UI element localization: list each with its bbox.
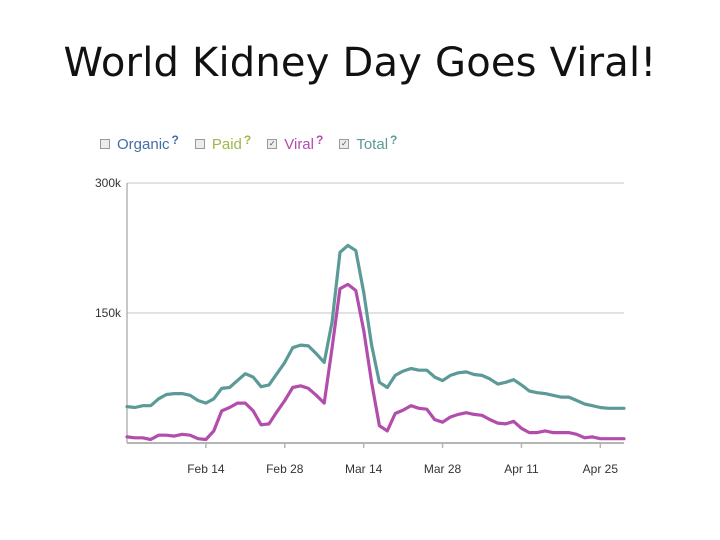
- legend-label-total: Total: [356, 135, 389, 153]
- x-tick-label: Feb 14: [187, 462, 225, 476]
- legend-checkbox-paid[interactable]: [194, 139, 205, 149]
- x-tick-label: Apr 11: [504, 462, 539, 476]
- legend-item-total[interactable]: ✓ Total ?: [339, 133, 398, 153]
- legend-label-viral: Viral: [284, 135, 314, 153]
- series-line-viral: [125, 282, 626, 442]
- x-tick-label: Mar 14: [345, 462, 383, 476]
- help-icon[interactable]: ?: [316, 133, 324, 147]
- legend-item-paid[interactable]: Paid ?: [194, 133, 252, 153]
- x-tick-label: Feb 28: [266, 462, 304, 476]
- legend-item-viral[interactable]: ✓ Viral ?: [267, 133, 324, 153]
- legend-label-organic: Organic: [117, 135, 170, 153]
- legend-checkbox-organic[interactable]: [100, 139, 110, 149]
- slide-title: World Kidney Day Goes Viral!: [63, 40, 657, 86]
- x-tick-label: Apr 25: [583, 462, 619, 476]
- chart-legend: Organic ? Paid ? ✓ Viral ? ✓ Total ?: [100, 133, 413, 154]
- help-icon[interactable]: ?: [390, 133, 398, 147]
- legend-checkbox-viral[interactable]: ✓: [267, 139, 278, 149]
- y-tick-label: 300k: [95, 176, 122, 190]
- x-tick-label: Mar 28: [424, 462, 462, 476]
- legend-checkbox-total[interactable]: ✓: [339, 139, 350, 149]
- legend-label-paid: Paid: [211, 135, 242, 153]
- y-tick-label: 150k: [95, 306, 122, 320]
- series-line-total: [125, 243, 626, 410]
- legend-item-organic[interactable]: Organic ?: [100, 133, 179, 153]
- help-icon[interactable]: ?: [171, 133, 179, 147]
- help-icon[interactable]: ?: [243, 133, 252, 147]
